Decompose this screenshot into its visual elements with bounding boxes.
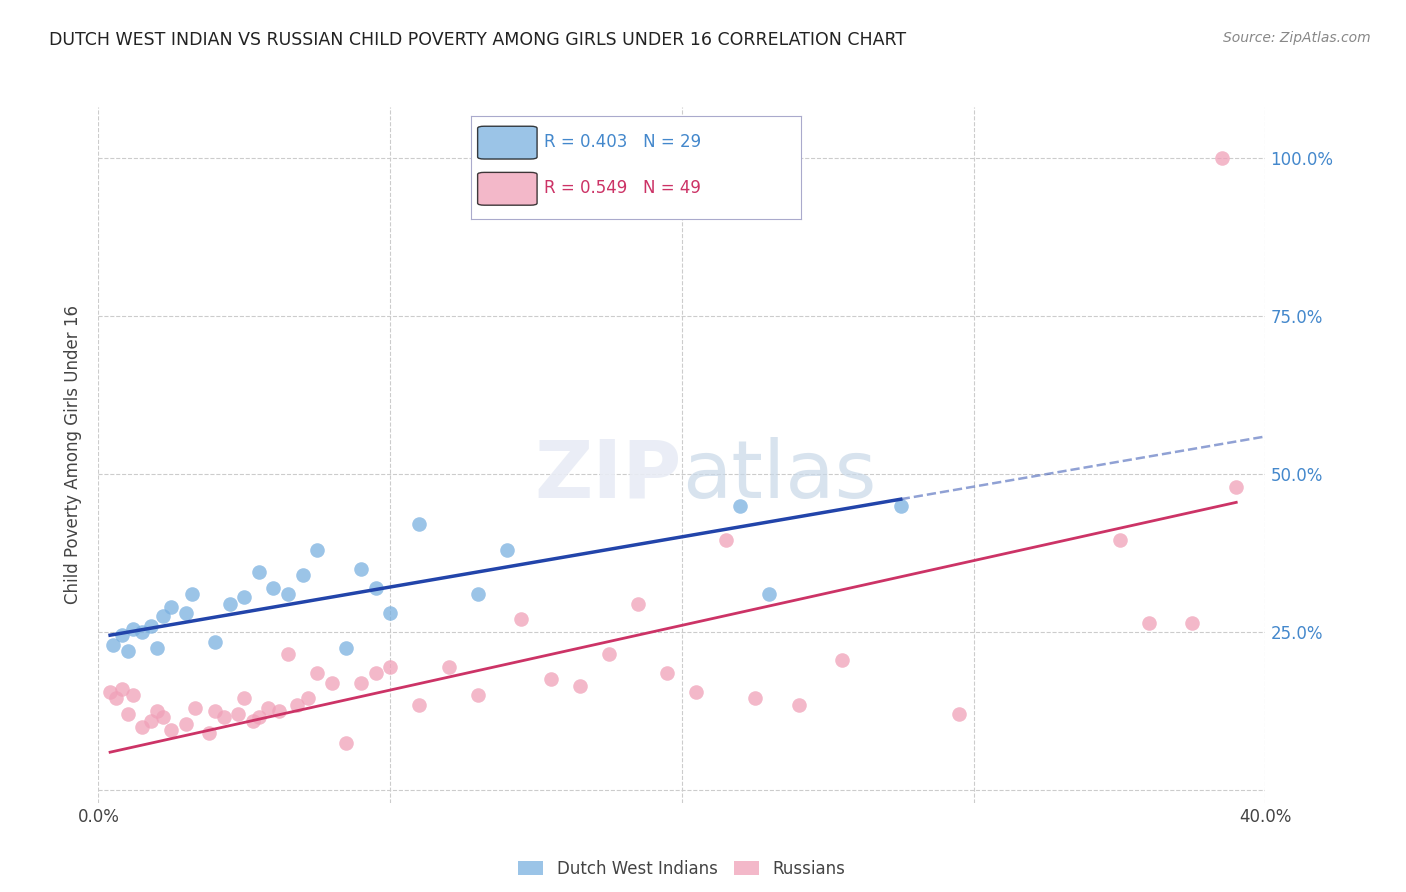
Point <box>728 499 751 513</box>
Point <box>180 587 202 601</box>
Point <box>598 647 620 661</box>
Point <box>307 666 329 681</box>
Point <box>131 720 153 734</box>
Point <box>364 581 387 595</box>
Point <box>247 565 270 579</box>
Point <box>198 726 221 740</box>
Point <box>1181 615 1204 630</box>
Point <box>437 660 460 674</box>
Point <box>350 562 373 576</box>
Point <box>1137 615 1160 630</box>
Point <box>1225 479 1247 493</box>
Point <box>233 691 256 706</box>
Point <box>269 704 291 718</box>
Point <box>627 597 650 611</box>
Point <box>1108 533 1130 548</box>
Point <box>228 707 250 722</box>
Point <box>364 666 387 681</box>
Point <box>540 673 562 687</box>
Point <box>183 701 205 715</box>
FancyBboxPatch shape <box>478 172 537 205</box>
Point <box>152 609 174 624</box>
Point <box>948 707 970 722</box>
Point <box>117 707 139 722</box>
Point <box>378 606 402 620</box>
Point <box>111 681 134 696</box>
Point <box>204 704 226 718</box>
Point <box>335 640 357 655</box>
Point <box>122 688 145 702</box>
Y-axis label: Child Poverty Among Girls Under 16: Child Poverty Among Girls Under 16 <box>65 305 83 605</box>
Point <box>160 723 183 737</box>
Point <box>285 698 308 712</box>
Point <box>467 587 489 601</box>
Point <box>262 581 284 595</box>
Point <box>714 533 737 548</box>
Point <box>98 685 121 699</box>
Point <box>242 714 264 728</box>
Point <box>152 710 174 724</box>
Point <box>510 612 533 626</box>
Point <box>139 618 162 632</box>
Point <box>101 638 124 652</box>
Point <box>787 698 810 712</box>
Point <box>758 587 780 601</box>
Point <box>139 714 162 728</box>
Point <box>131 625 153 640</box>
FancyBboxPatch shape <box>478 127 537 159</box>
Point <box>568 679 591 693</box>
Point <box>321 675 343 690</box>
Legend: Dutch West Indians, Russians: Dutch West Indians, Russians <box>512 853 852 884</box>
Text: R = 0.549   N = 49: R = 0.549 N = 49 <box>544 179 700 197</box>
Point <box>467 688 489 702</box>
Point <box>146 704 169 718</box>
Point <box>174 716 197 731</box>
Point <box>117 644 139 658</box>
Point <box>174 606 197 620</box>
Point <box>744 691 766 706</box>
Point <box>104 691 127 706</box>
Text: R = 0.403   N = 29: R = 0.403 N = 29 <box>544 133 700 151</box>
Point <box>685 685 707 699</box>
Point <box>350 675 373 690</box>
Point <box>204 634 226 648</box>
Text: atlas: atlas <box>682 437 876 515</box>
Text: ZIP: ZIP <box>534 437 682 515</box>
Point <box>378 660 402 674</box>
Point <box>1211 151 1233 165</box>
Point <box>277 647 299 661</box>
Point <box>335 736 357 750</box>
Point <box>890 499 912 513</box>
Point <box>218 597 240 611</box>
Point <box>291 568 314 582</box>
Point <box>408 517 430 532</box>
Point <box>160 599 183 614</box>
Text: DUTCH WEST INDIAN VS RUSSIAN CHILD POVERTY AMONG GIRLS UNDER 16 CORRELATION CHAR: DUTCH WEST INDIAN VS RUSSIAN CHILD POVER… <box>49 31 907 49</box>
Text: Source: ZipAtlas.com: Source: ZipAtlas.com <box>1223 31 1371 45</box>
Point <box>146 640 169 655</box>
Point <box>408 698 430 712</box>
Point <box>831 653 853 667</box>
Point <box>657 666 679 681</box>
Point <box>307 542 329 557</box>
Point <box>111 628 134 642</box>
Point <box>212 710 235 724</box>
Point <box>247 710 270 724</box>
Point <box>297 691 319 706</box>
Point <box>256 701 278 715</box>
Point <box>233 591 256 605</box>
Point <box>277 587 299 601</box>
Point <box>122 622 145 636</box>
Point <box>495 542 517 557</box>
